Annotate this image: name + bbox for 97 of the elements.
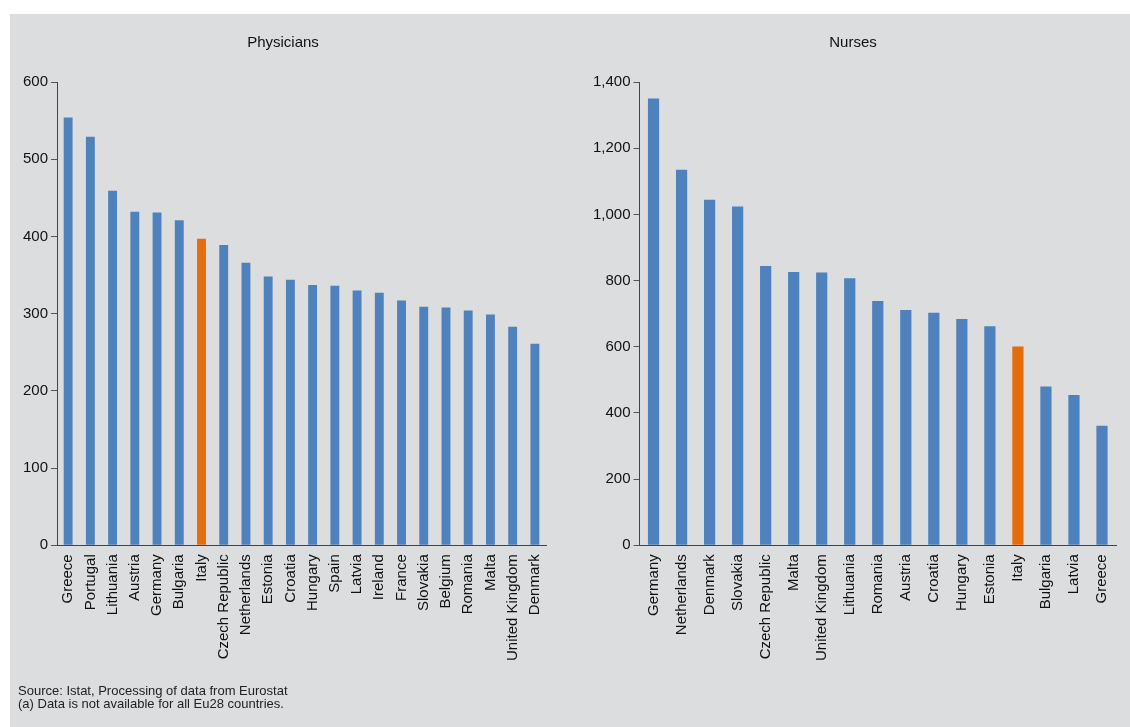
y-tick-label: 100 xyxy=(23,458,49,476)
x-tick-label: Croatia xyxy=(923,553,941,603)
bar xyxy=(956,318,968,545)
bar xyxy=(816,272,828,545)
bar xyxy=(108,190,118,545)
bar xyxy=(1096,425,1108,545)
x-tick-label: Croatia xyxy=(280,553,298,603)
x-tick-label: Denmark xyxy=(525,553,543,616)
bar xyxy=(152,212,162,545)
x-tick-label: Spain xyxy=(324,554,342,593)
bar xyxy=(441,307,451,545)
x-tick-label: Latvia xyxy=(1064,553,1082,595)
y-tick-label: 800 xyxy=(605,270,631,288)
x-tick-label: United Kingdom xyxy=(811,554,829,662)
x-tick-label: Austria xyxy=(895,553,913,601)
x-tick-label: Romania xyxy=(867,553,885,615)
y-tick-label: 600 xyxy=(23,72,49,90)
bar xyxy=(844,278,856,545)
bar xyxy=(530,343,540,545)
x-tick-label: Greece xyxy=(58,554,76,604)
y-tick-label: 200 xyxy=(605,469,631,487)
y-tick-label: 400 xyxy=(605,403,631,421)
bar xyxy=(1012,346,1024,545)
x-tick-label: Hungary xyxy=(951,553,969,611)
x-tick-label: Malta xyxy=(783,553,801,591)
x-tick-label: Denmark xyxy=(699,553,717,616)
bar xyxy=(285,279,295,545)
x-tick-label: Czech Republic xyxy=(755,553,773,660)
bar xyxy=(130,211,140,545)
bar xyxy=(900,310,912,545)
bar xyxy=(1068,395,1080,545)
bar xyxy=(85,136,95,545)
x-tick-label: Austria xyxy=(124,553,142,601)
y-tick-label: 1,400 xyxy=(592,72,631,90)
y-tick-label: 0 xyxy=(622,535,631,553)
bar xyxy=(984,326,996,545)
bar xyxy=(872,301,884,545)
bar xyxy=(374,292,384,545)
x-tick-label: Italy xyxy=(191,553,209,582)
x-tick-label: United Kingdom xyxy=(502,554,520,662)
y-tick-label: 1,000 xyxy=(592,204,631,222)
bar xyxy=(647,98,660,545)
x-tick-label: Netherlands xyxy=(236,554,254,636)
x-tick-label: France xyxy=(391,554,409,601)
x-tick-label: Italy xyxy=(1008,553,1026,582)
bar xyxy=(1040,386,1052,545)
y-tick-label: 600 xyxy=(605,336,631,354)
x-tick-label: Netherlands xyxy=(671,554,689,636)
x-tick-label: Ireland xyxy=(369,554,387,601)
y-tick-label: 0 xyxy=(39,535,49,553)
bar xyxy=(308,285,318,545)
bar xyxy=(704,199,716,545)
x-tick-label: Portugal xyxy=(80,554,98,611)
text: (a) Data is not available for all Eu28 countries. xyxy=(18,696,285,711)
source-note: Source: Istat, Processing of data from Eurostat xyxy=(18,683,288,698)
bar xyxy=(463,310,473,545)
x-tick-label: Romania xyxy=(458,553,476,615)
bar xyxy=(197,238,206,545)
bar xyxy=(352,290,362,545)
x-tick-label: Czech Republic xyxy=(213,553,231,660)
y-tick-label: 500 xyxy=(23,149,49,167)
chart-title: Nurses xyxy=(829,33,877,51)
bar xyxy=(330,285,340,545)
x-tick-label: Greece xyxy=(1092,554,1110,604)
bar xyxy=(508,326,518,545)
x-tick-label: Germany xyxy=(643,553,661,616)
x-tick-label: Hungary xyxy=(302,553,320,611)
x-tick-label: Belgium xyxy=(436,554,454,609)
x-tick-label: Bulgaria xyxy=(1036,553,1054,610)
x-tick-label: Latvia xyxy=(347,553,365,595)
chart-title: Physicians xyxy=(247,33,319,51)
bar xyxy=(397,300,406,545)
x-tick-label: Bulgaria xyxy=(169,553,187,610)
y-tick-label: 1,200 xyxy=(592,138,631,156)
bar xyxy=(263,276,273,545)
x-tick-label: Lithuania xyxy=(102,553,120,616)
y-tick-label: 300 xyxy=(23,303,49,321)
bar xyxy=(419,306,429,545)
bar xyxy=(675,169,688,545)
x-tick-label: Lithuania xyxy=(839,553,857,616)
x-tick-label: Slovakia xyxy=(413,553,431,611)
y-tick-label: 200 xyxy=(23,380,49,398)
bar xyxy=(760,265,772,545)
bar xyxy=(63,117,73,545)
bar xyxy=(485,314,495,545)
bar xyxy=(174,220,184,545)
bar xyxy=(732,206,744,545)
x-tick-label: Germany xyxy=(147,553,165,616)
y-tick-label: 400 xyxy=(23,226,49,244)
bar xyxy=(788,271,800,545)
x-tick-label: Slovakia xyxy=(727,553,745,611)
x-tick-label: Estonia xyxy=(258,553,276,605)
bar xyxy=(928,312,940,545)
bar xyxy=(219,244,229,545)
x-tick-label: Estonia xyxy=(980,553,998,605)
x-tick-label: Malta xyxy=(480,553,498,591)
bar xyxy=(241,262,251,545)
